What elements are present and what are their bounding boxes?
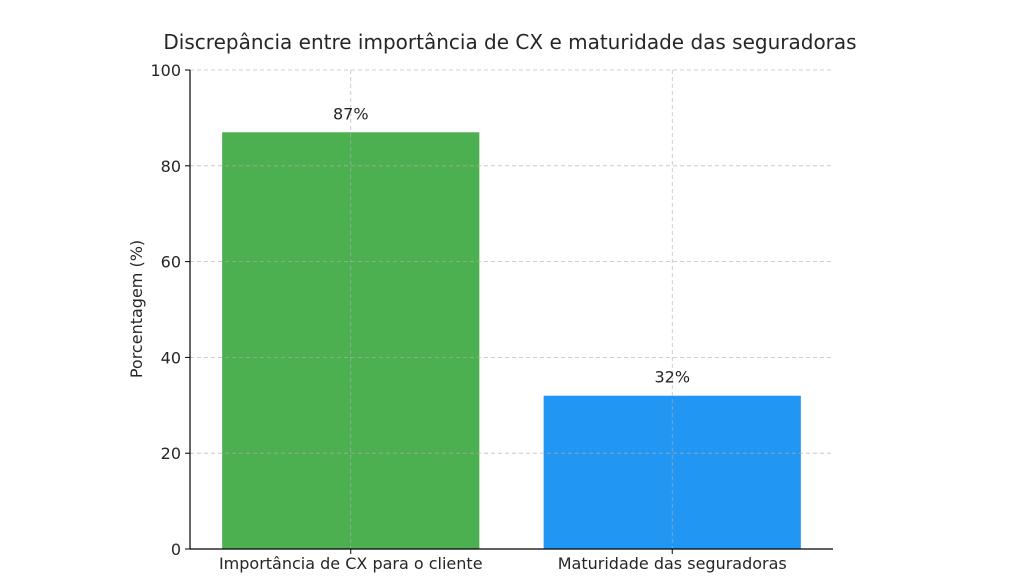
bars — [222, 132, 801, 549]
bar-data-label: 87% — [333, 104, 369, 123]
y-tick-label: 60 — [161, 253, 181, 272]
data-labels: 87% 32% — [333, 104, 690, 386]
x-tick-label: Importância de CX para o cliente — [219, 554, 483, 573]
x-axis-ticks: Importância de CX para o cliente Maturida… — [219, 549, 787, 573]
x-tick-label: Maturidade das seguradoras — [558, 554, 787, 573]
y-tick-label: 0 — [171, 540, 181, 559]
y-tick-label: 40 — [161, 348, 181, 367]
chart-title: Discrepância entre importância de CX e m… — [163, 30, 856, 54]
y-tick-label: 20 — [161, 444, 181, 463]
y-axis-label: Porcentagem (%) — [127, 240, 146, 378]
grid-lines — [190, 69, 833, 549]
y-tick-label: 100 — [150, 61, 181, 80]
y-axis-ticks: 0 20 40 60 80 100 — [150, 61, 190, 559]
bar-data-label: 32% — [654, 368, 690, 387]
y-tick-label: 80 — [161, 157, 181, 176]
